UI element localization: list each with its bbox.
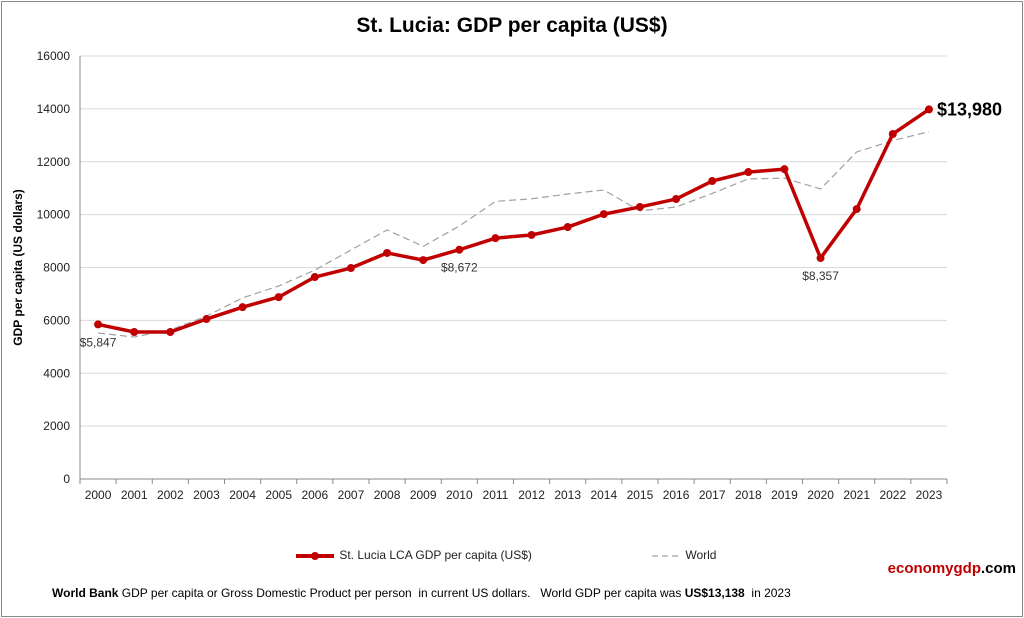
brand-part1: economygdp bbox=[887, 560, 981, 577]
chart-title: St. Lucia: GDP per capita (US$) bbox=[356, 14, 668, 37]
x-tick-label: 2004 bbox=[229, 488, 256, 502]
brand-logo: economygdp.com bbox=[888, 560, 1016, 577]
data-point-stlucia bbox=[672, 195, 681, 204]
data-point-stlucia bbox=[419, 256, 428, 265]
y-tick-label: 2000 bbox=[43, 419, 70, 433]
y-tick-label: 6000 bbox=[43, 313, 70, 327]
x-tick-label: 2008 bbox=[374, 488, 401, 502]
data-point-stlucia bbox=[166, 328, 175, 337]
data-point-stlucia bbox=[455, 245, 464, 254]
series-line-stlucia bbox=[97, 107, 930, 334]
x-tick-label: 2007 bbox=[338, 488, 365, 502]
x-tick-label: 2015 bbox=[627, 488, 654, 502]
x-tick-label: 2009 bbox=[410, 488, 437, 502]
x-tick-label: 2010 bbox=[446, 488, 473, 502]
data-point-stlucia bbox=[383, 248, 392, 257]
legend-label-world: World bbox=[685, 548, 717, 562]
footer-description: GDP per capita or Gross Domestic Product… bbox=[118, 586, 685, 600]
x-tick-label: 2019 bbox=[771, 488, 798, 502]
x-tick-label: 2020 bbox=[807, 488, 834, 502]
data-point-stlucia bbox=[888, 129, 897, 138]
data-point-stlucia bbox=[310, 273, 319, 282]
x-tick-label: 2005 bbox=[265, 488, 292, 502]
data-label: $5,847 bbox=[80, 335, 117, 349]
legend-swatch-world bbox=[652, 555, 680, 557]
y-tick-label: 0 bbox=[63, 472, 70, 486]
footer-source: World Bank bbox=[52, 586, 119, 600]
data-point-stlucia bbox=[852, 205, 861, 214]
x-tick-label: 2001 bbox=[121, 488, 148, 502]
legend-item-stlucia: St. Lucia LCA GDP per capita (US$) bbox=[296, 548, 532, 562]
data-point-stlucia bbox=[274, 293, 283, 302]
data-label: $8,672 bbox=[441, 261, 478, 275]
y-axis-label: GDP per capita (US dollars) bbox=[11, 189, 25, 346]
x-tick-label: 2023 bbox=[916, 488, 943, 502]
y-tick-label: 12000 bbox=[37, 155, 71, 169]
x-tick-label: 2012 bbox=[518, 488, 545, 502]
x-tick-label: 2000 bbox=[85, 488, 112, 502]
y-tick-label: 4000 bbox=[43, 366, 70, 380]
legend-swatch-stlucia bbox=[296, 551, 334, 560]
data-point-stlucia bbox=[744, 168, 753, 177]
data-point-stlucia bbox=[635, 202, 644, 211]
x-tick-label: 2006 bbox=[301, 488, 328, 502]
data-point-stlucia bbox=[924, 105, 933, 114]
x-tick-label: 2011 bbox=[483, 488, 509, 502]
y-tick-label: 10000 bbox=[37, 208, 71, 222]
data-label-latest: $13,980 bbox=[937, 99, 1002, 119]
data-point-stlucia bbox=[94, 320, 103, 329]
x-tick-label: 2018 bbox=[735, 488, 762, 502]
data-point-stlucia bbox=[563, 223, 572, 232]
y-tick-label: 16000 bbox=[37, 49, 71, 63]
data-point-stlucia bbox=[346, 264, 355, 273]
y-tick-label: 14000 bbox=[37, 102, 71, 116]
series-line-world bbox=[97, 131, 930, 338]
legend-label-stlucia: St. Lucia LCA GDP per capita (US$) bbox=[339, 548, 532, 562]
data-point-stlucia bbox=[780, 165, 789, 174]
x-tick-label: 2022 bbox=[879, 488, 906, 502]
data-point-stlucia bbox=[238, 303, 247, 312]
data-point-stlucia bbox=[816, 254, 825, 263]
x-tick-label: 2017 bbox=[699, 488, 726, 502]
x-tick-label: 2014 bbox=[590, 488, 617, 502]
data-point-stlucia bbox=[527, 230, 536, 239]
data-label: $8,357 bbox=[802, 269, 839, 283]
data-point-stlucia bbox=[202, 315, 211, 324]
data-point-stlucia bbox=[491, 234, 500, 243]
y-tick-label: 8000 bbox=[43, 261, 70, 275]
brand-part2: .com bbox=[980, 560, 1016, 577]
footer-year: in 2023 bbox=[744, 586, 791, 600]
data-point-stlucia bbox=[130, 328, 139, 337]
x-tick-label: 2021 bbox=[843, 488, 870, 502]
data-point-stlucia bbox=[599, 210, 608, 219]
x-tick-label: 2013 bbox=[554, 488, 581, 502]
footer-note: World Bank GDP per capita or Gross Domes… bbox=[52, 586, 791, 600]
x-tick-label: 2003 bbox=[193, 488, 220, 502]
data-point-stlucia bbox=[708, 177, 717, 186]
footer-world-value: US$13,138 bbox=[684, 586, 745, 600]
x-tick-label: 2016 bbox=[663, 488, 690, 502]
legend-item-world: World bbox=[652, 548, 716, 562]
x-tick-label: 2002 bbox=[157, 488, 184, 502]
